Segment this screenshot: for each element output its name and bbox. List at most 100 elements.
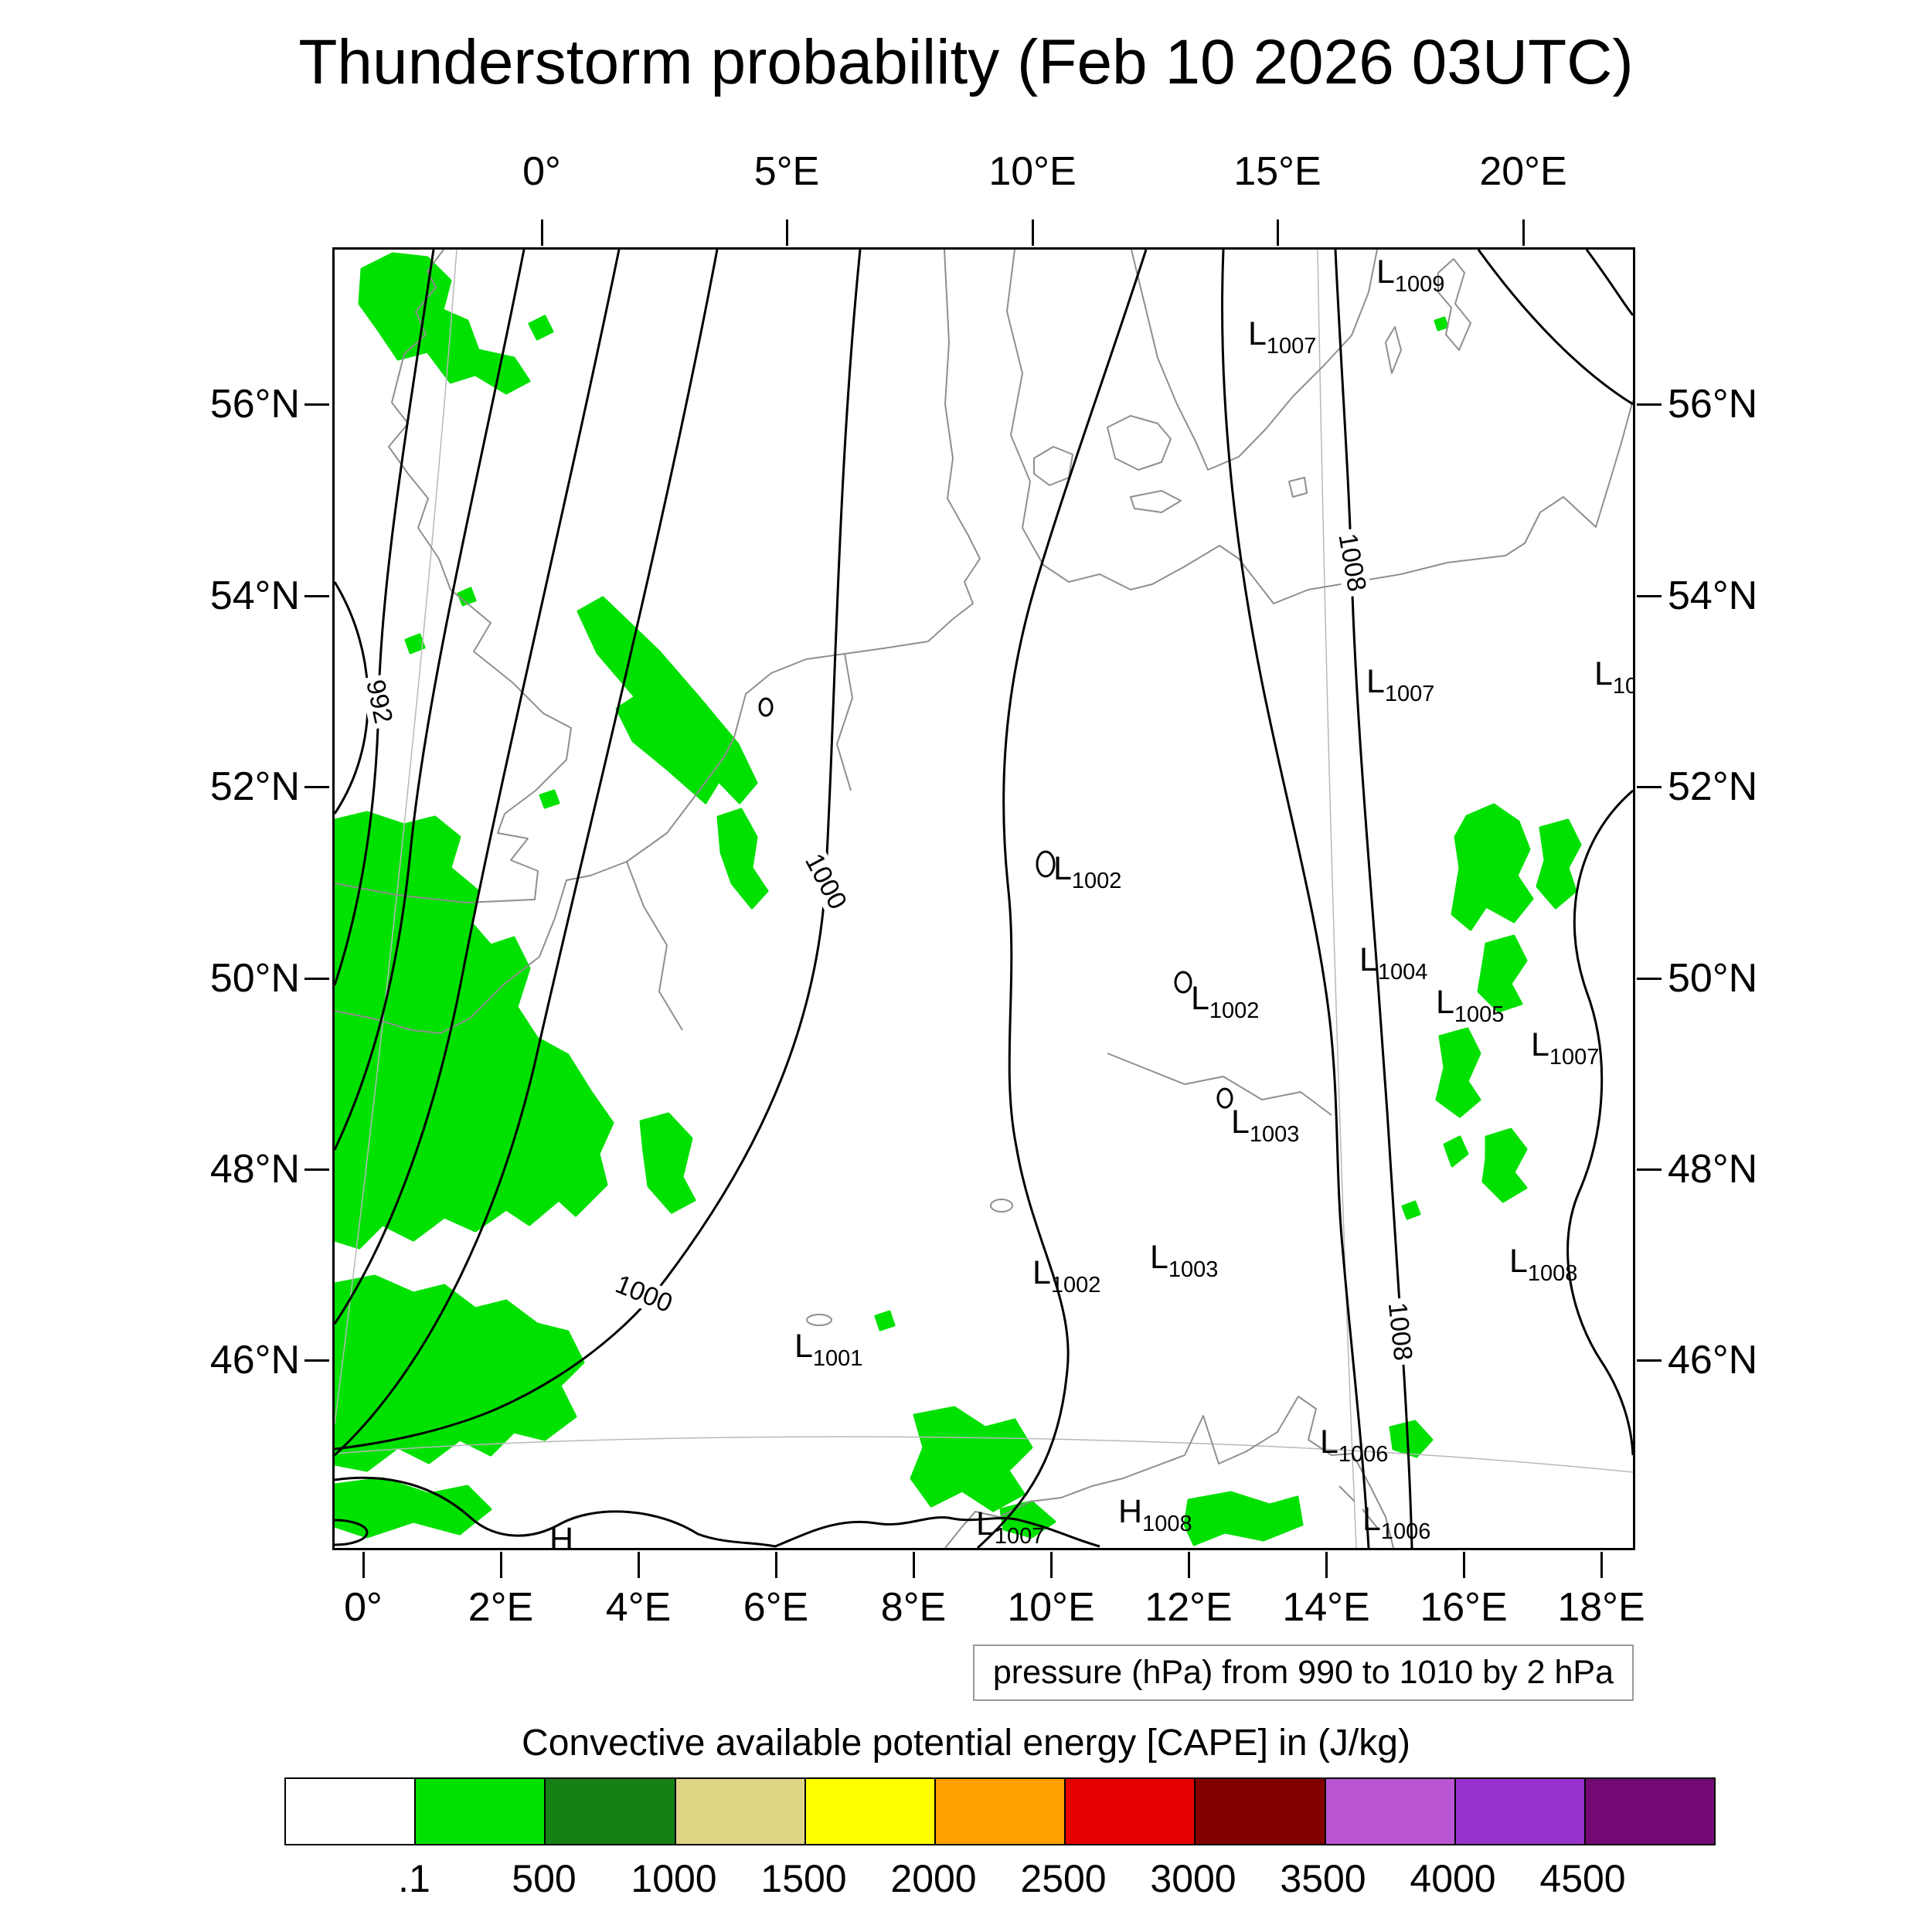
axis-label-top-0: 0° [522,149,561,194]
axis-label-right-5: 46°N [1668,1338,1758,1383]
axis-label-top-3: 15°E [1233,149,1321,194]
pressure-legend: pressure (hPa) from 990 to 1010 by 2 hPa [972,1645,1634,1701]
axis-tick-bottom-9 [1600,1552,1603,1578]
axis-tick-right-0 [1637,403,1662,406]
colorbar-tick-2: 1000 [631,1857,717,1900]
axis-tick-top-0 [541,219,543,246]
pressure-letter: L [1053,850,1072,887]
colorbar-tick-0: .1 [398,1857,430,1900]
map-svg [335,250,1633,1548]
pressure-value: 1008 [1142,1512,1192,1536]
colorbar-segment-7 [1196,1779,1326,1844]
pressure-value: 1003 [1168,1257,1219,1282]
pressure-value: 1002 [1071,869,1122,893]
isobar-label-4: 1008 [1381,1297,1418,1366]
pressure-marker-L1002: L1002 [1032,1257,1100,1297]
pressure-marker-L1009: L1009 [1376,256,1444,296]
pressure-marker-L1002: L1002 [1191,982,1259,1022]
colorbar-segment-4 [805,1779,936,1844]
pressure-marker-L1006: L1006 [1362,1503,1430,1543]
pressure-marker-L1001: L1001 [794,1330,862,1370]
axis-label-bottom-8: 16°E [1420,1585,1508,1630]
axis-label-bottom-5: 10°E [1007,1585,1095,1630]
colorbar-tick-3: 1500 [760,1857,847,1900]
isobar-label-2: 1000 [607,1268,680,1321]
colorbar-segment-5 [935,1779,1066,1844]
axis-label-top-4: 20°E [1479,149,1567,194]
axis-label-right-1: 54°N [1668,573,1758,618]
colorbar-segment-8 [1325,1779,1456,1844]
colorbar-segment-0 [286,1779,417,1844]
pressure-letter: L [1248,315,1267,352]
isobar-label-1: 1000 [797,845,854,918]
colorbar-tick-1: 500 [512,1857,577,1900]
graticule [335,250,1633,1548]
axis-label-bottom-4: 8°E [880,1585,947,1630]
pressure-marker-L1003: L1003 [1150,1241,1218,1281]
axis-tick-left-4 [304,1168,329,1171]
colorbar-segment-1 [416,1779,546,1844]
axis-label-bottom-7: 14°E [1282,1585,1370,1630]
pressure-marker-L1003: L1003 [1231,1106,1299,1146]
pressure-value: 1007 [1549,1045,1600,1070]
pressure-letter: L [794,1328,813,1365]
axis-label-right-0: 56°N [1668,382,1758,427]
pressure-value: 1006 [1338,1442,1389,1467]
pressure-value: 1007 [1384,682,1435,706]
pressure-value: 1002 [1209,998,1260,1023]
axis-tick-right-3 [1637,978,1662,980]
axis-tick-bottom-6 [1188,1552,1190,1578]
pressure-marker-H: H [549,1521,574,1550]
colorbar-segment-2 [546,1779,676,1844]
pressure-marker-L1006: L1006 [1320,1426,1388,1466]
axis-tick-bottom-4 [913,1552,915,1578]
axis-tick-right-2 [1637,786,1662,788]
pressure-marker-L1007: L1007 [1531,1029,1599,1069]
colorbar-segment-9 [1455,1779,1586,1844]
axis-label-bottom-2: 4°E [605,1585,672,1630]
pressure-letter: L [1359,941,1378,978]
axis-label-left-1: 54°N [209,573,300,618]
pressure-marker-L1008: L1008 [1509,1245,1577,1285]
pressure-letter: H [549,1521,574,1550]
colorbar-segment-3 [675,1779,806,1844]
pressure-letter: L [1531,1026,1549,1063]
pressure-letter: H [1118,1493,1143,1530]
pressure-marker-L10: L10 [1594,658,1633,698]
colorbar-tick-4: 2000 [890,1857,977,1900]
pressure-value: 1004 [1377,960,1428,985]
axis-tick-bottom-8 [1463,1552,1465,1578]
axis-label-left-3: 50°N [209,956,300,1001]
cape-shading [335,252,1582,1546]
axis-tick-bottom-1 [500,1552,502,1578]
axis-tick-left-3 [304,978,329,980]
axis-tick-bottom-5 [1050,1552,1053,1578]
pressure-marker-L1002: L1002 [1053,852,1121,893]
axis-label-right-4: 48°N [1668,1147,1758,1192]
axis-tick-right-5 [1637,1359,1662,1362]
pressure-letter: L [1366,663,1385,700]
pressure-letter: L [1320,1423,1338,1461]
pressure-value: 1005 [1454,1002,1505,1027]
pressure-letter: L [1509,1243,1528,1280]
axis-tick-bottom-2 [638,1552,640,1578]
axis-label-left-4: 48°N [209,1147,300,1192]
marker-layer: L1009 L1007 L1007 L10 L1002 L1004 L1002 L1005 L1… [335,250,1633,1550]
axis-label-bottom-6: 12°E [1145,1585,1233,1630]
pressure-letter: L [1231,1104,1250,1141]
pressure-marker-L1007: L1007 [1366,665,1434,706]
axis-tick-right-1 [1637,595,1662,597]
axis-tick-top-4 [1522,219,1525,246]
axis-tick-top-2 [1032,219,1034,246]
colorbar-tick-8: 4000 [1410,1857,1496,1900]
pressure-letter: L [976,1505,995,1543]
pressure-marker-L1005: L1005 [1436,986,1504,1026]
colorbar-segment-6 [1066,1779,1196,1844]
axis-tick-left-0 [304,403,329,406]
axis-tick-bottom-3 [775,1552,777,1578]
axis-tick-top-3 [1277,219,1279,246]
colorbar-tick-7: 3500 [1280,1857,1366,1900]
pressure-letter: L [1436,984,1454,1021]
pressure-letter: L [1376,253,1395,291]
axis-label-bottom-1: 2°E [468,1585,534,1630]
